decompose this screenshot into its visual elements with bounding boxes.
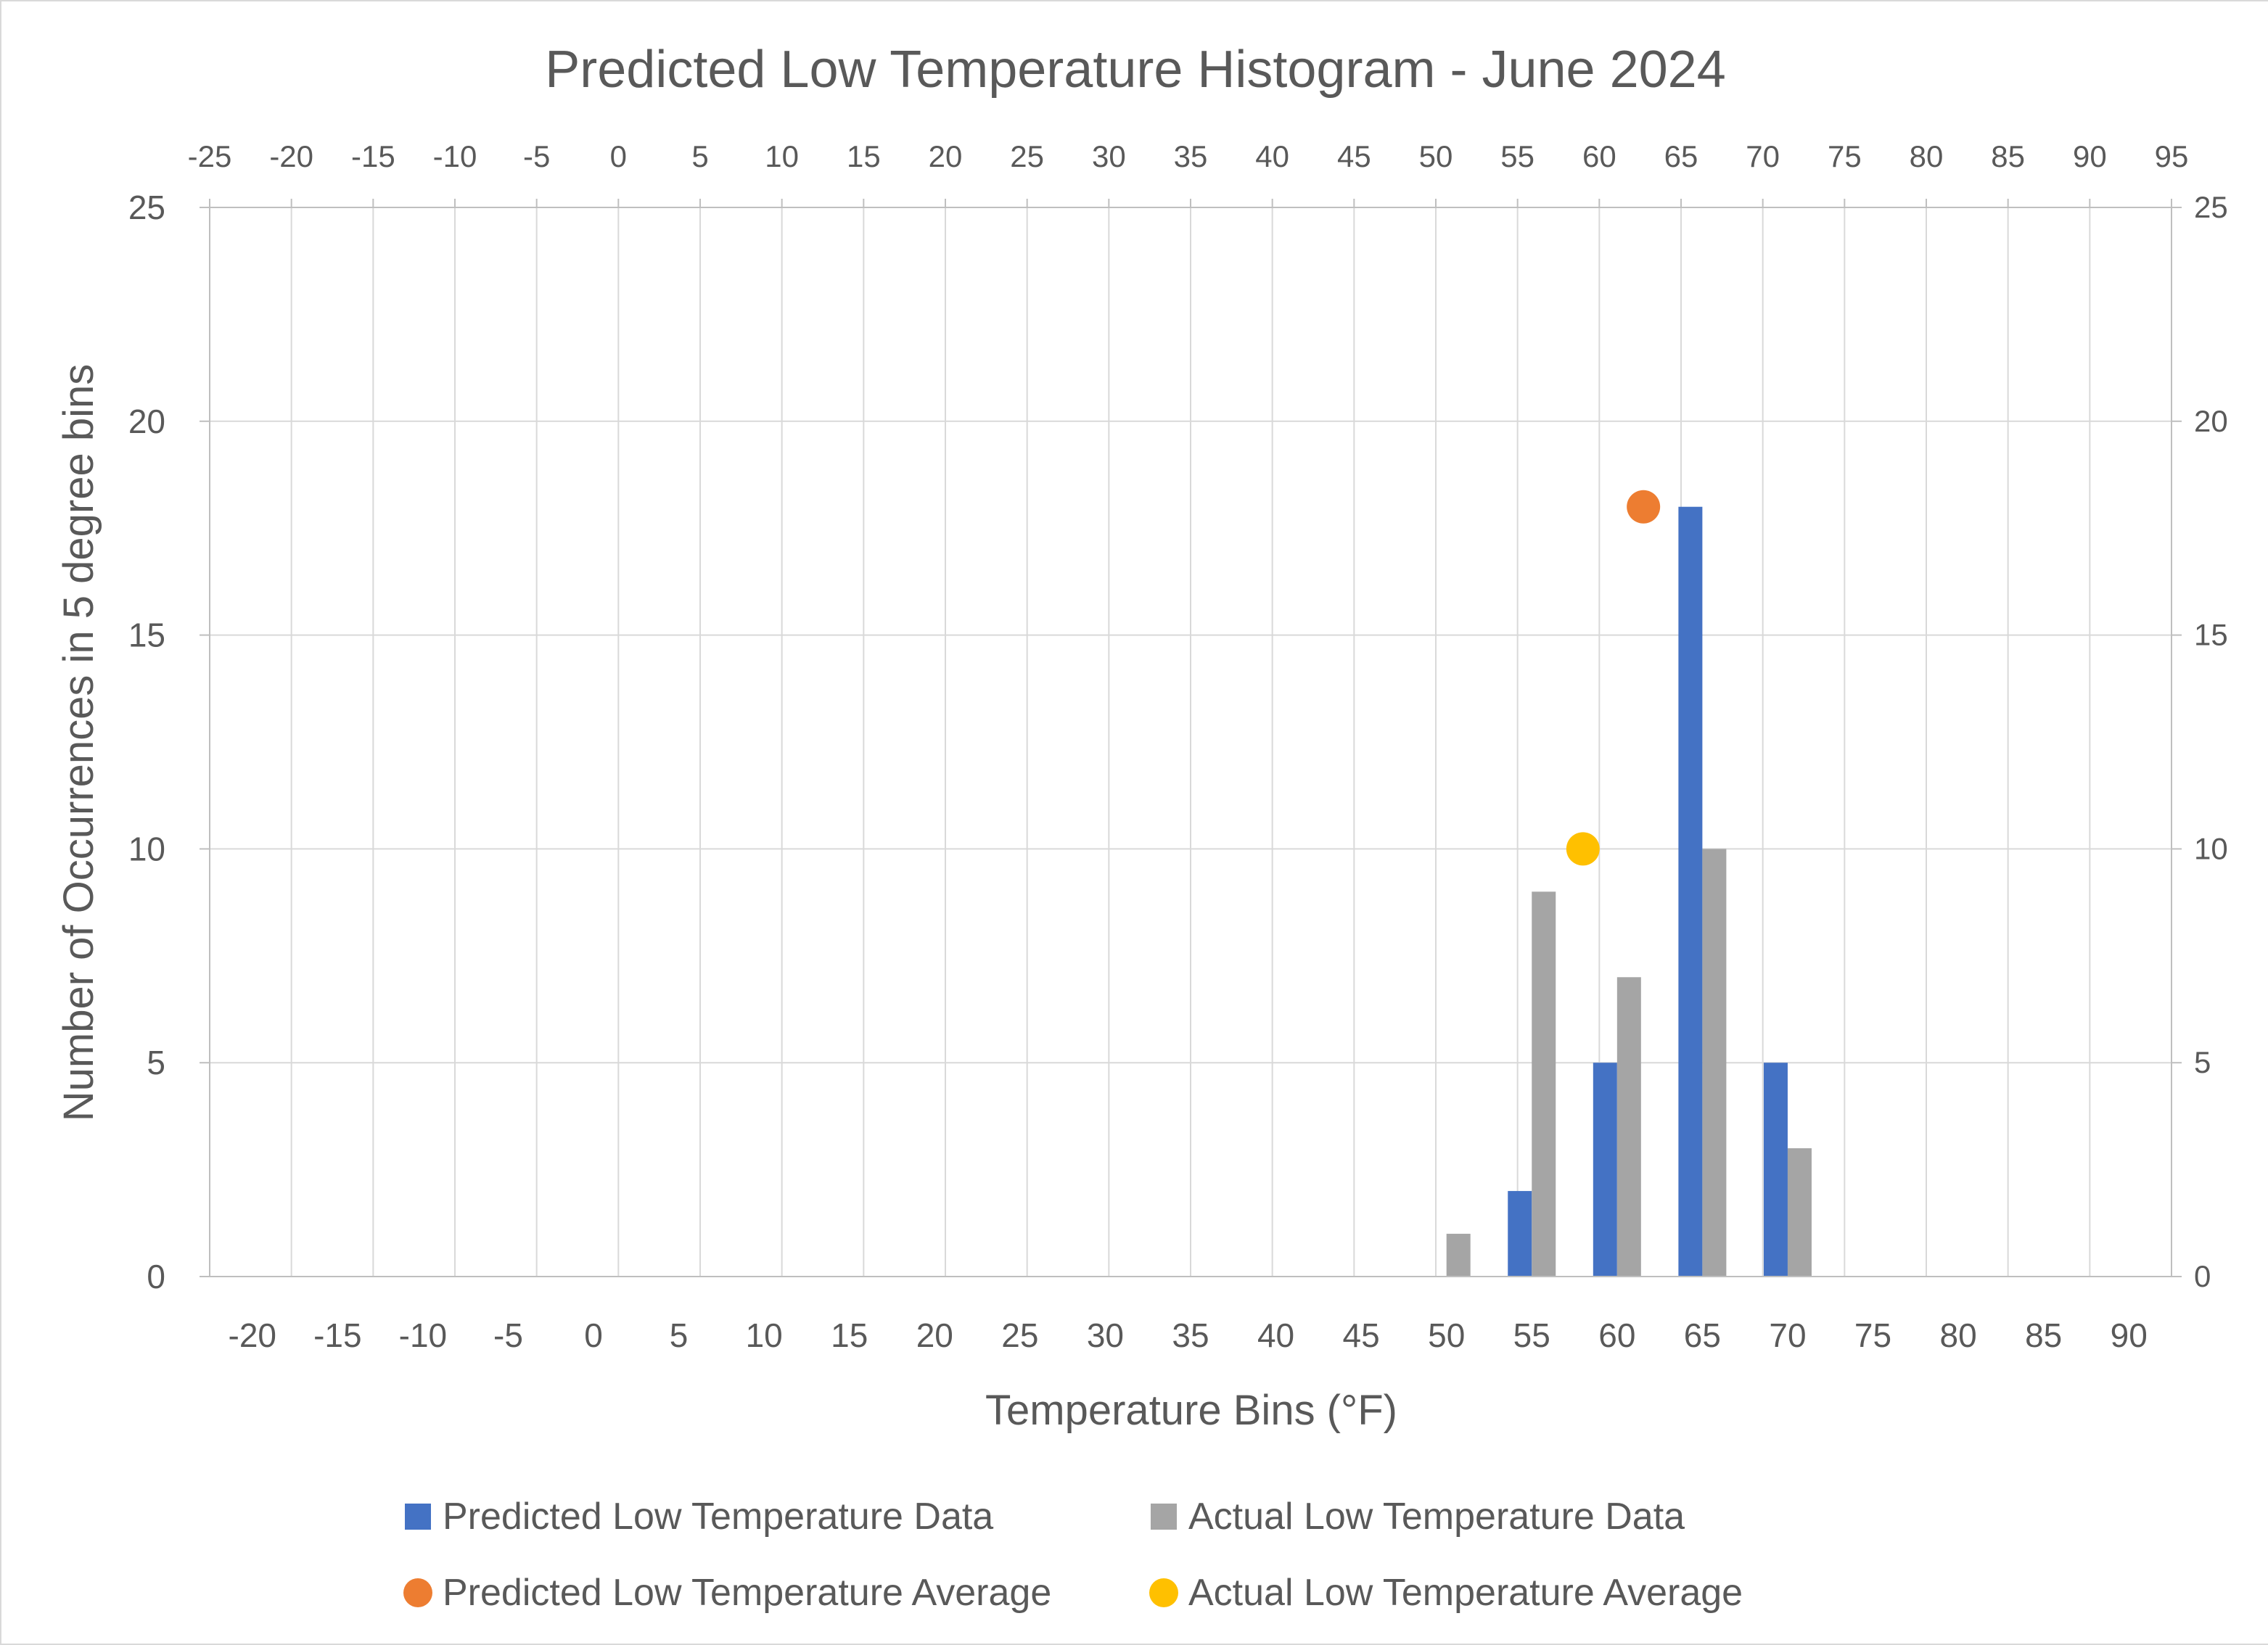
secondary-x-tick-label: 45: [1337, 139, 1371, 173]
secondary-x-tick-label: -15: [351, 139, 395, 173]
bars: [1446, 506, 1812, 1277]
bar-predicted: [1678, 506, 1703, 1277]
secondary-x-tick-label: 85: [1991, 139, 2025, 173]
y-tick-label: 10: [128, 830, 165, 867]
secondary-x-tick-label: 55: [1500, 139, 1534, 173]
x-tick-label: 80: [1940, 1316, 1977, 1354]
bar-predicted: [1508, 1191, 1532, 1277]
legend-swatch: [403, 1578, 432, 1607]
bar-predicted: [1763, 1063, 1788, 1277]
secondary-x-tick-label: -10: [433, 139, 477, 173]
secondary-x-tick-label: -20: [269, 139, 313, 173]
secondary-x-tick-label: 15: [847, 139, 881, 173]
x-tick-label: -20: [229, 1316, 276, 1354]
x-tick-label: 10: [746, 1316, 783, 1354]
secondary-x-tick-label: 5: [691, 139, 708, 173]
secondary-y-tick-label: 0: [2194, 1259, 2211, 1293]
secondary-y-tick-label: 15: [2194, 618, 2228, 652]
secondary-x-tick-label: 25: [1010, 139, 1044, 173]
chart-title: Predicted Low Temperature Histogram - Ju…: [545, 41, 1726, 99]
legend: Predicted Low Temperature Data Actual Low…: [403, 1496, 1743, 1614]
secondary-y-tick-label: 5: [2194, 1045, 2211, 1079]
bar-actual: [1616, 977, 1641, 1277]
x-axis-label: Temperature Bins (°F): [985, 1387, 1397, 1434]
x-tick-label: 60: [1598, 1316, 1635, 1354]
secondary-y-tick-label: 25: [2194, 190, 2228, 224]
actual-average-point: [1566, 832, 1600, 866]
secondary-x-tick-label: 60: [1582, 139, 1616, 173]
bar-actual: [1532, 891, 1556, 1277]
secondary-x-tick-label: -25: [188, 139, 232, 173]
x-tick-label: 20: [916, 1316, 953, 1354]
y-tick-label: 5: [147, 1044, 165, 1081]
axes: 0 5 10 15 20 25 0 5 10 15 20 25 -25 -20 -15 -10 -5 0 5 10 15…: [128, 139, 2228, 1354]
secondary-x-tick-label: 90: [2073, 139, 2107, 173]
legend-label: Predicted Low Temperature Average: [443, 1572, 1051, 1614]
secondary-y-tick-label: 20: [2194, 404, 2228, 438]
legend-swatch: [405, 1504, 431, 1530]
secondary-x-tick-label: 75: [1828, 139, 1862, 173]
secondary-x-tick-label: 80: [1910, 139, 1944, 173]
predicted-average-point: [1627, 490, 1661, 524]
x-tick-label: 5: [670, 1316, 689, 1354]
secondary-x-tick-label: 20: [929, 139, 963, 173]
x-tick-label: 65: [1684, 1316, 1721, 1354]
x-tick-label: -5: [493, 1316, 523, 1354]
y-tick-label: 20: [128, 403, 165, 440]
x-tick-label: 35: [1172, 1316, 1209, 1354]
x-tick-label: -15: [313, 1316, 361, 1354]
y-tick-label: 15: [128, 617, 165, 654]
legend-label: Actual Low Temperature Average: [1188, 1572, 1743, 1614]
x-tick-label: 70: [1769, 1316, 1806, 1354]
secondary-x-tick-label: 10: [765, 139, 799, 173]
x-tick-label: 0: [584, 1316, 603, 1354]
secondary-x-tick-label: 35: [1174, 139, 1208, 173]
secondary-x-tick-label: 95: [2155, 139, 2189, 173]
x-tick-label: 30: [1087, 1316, 1124, 1354]
x-tick-label: 75: [1854, 1316, 1891, 1354]
secondary-x-tick-label: 65: [1664, 139, 1698, 173]
secondary-x-tick-label: -5: [523, 139, 550, 173]
x-tick-label: 45: [1343, 1316, 1380, 1354]
x-tick-label: 40: [1257, 1316, 1294, 1354]
bar-actual: [1787, 1148, 1812, 1277]
x-tick-label: -10: [399, 1316, 447, 1354]
x-tick-label: 50: [1428, 1316, 1465, 1354]
y-axis-label: Number of Occurrences in 5 degree bins: [55, 364, 102, 1122]
x-tick-label: 85: [2025, 1316, 2062, 1354]
bar-actual: [1702, 849, 1727, 1277]
secondary-y-tick-label: 10: [2194, 831, 2228, 865]
gridlines: [209, 207, 2172, 1277]
legend-swatch: [1151, 1504, 1177, 1530]
x-tick-label: 15: [831, 1316, 868, 1354]
secondary-x-tick-label: 70: [1746, 139, 1780, 173]
secondary-x-tick-label: 40: [1255, 139, 1289, 173]
y-tick-label: 0: [147, 1258, 165, 1295]
x-tick-label: 90: [2111, 1316, 2148, 1354]
y-tick-label: 25: [128, 189, 165, 226]
x-tick-label: 25: [1001, 1316, 1038, 1354]
secondary-x-tick-label: 0: [610, 139, 627, 173]
legend-label: Predicted Low Temperature Data: [443, 1496, 993, 1538]
average-points: [1566, 490, 1661, 866]
legend-swatch: [1149, 1578, 1178, 1607]
x-tick-label: 55: [1513, 1316, 1550, 1354]
secondary-x-tick-label: 50: [1419, 139, 1453, 173]
bar-predicted: [1593, 1063, 1617, 1277]
legend-label: Actual Low Temperature Data: [1188, 1496, 1685, 1538]
secondary-x-tick-label: 30: [1092, 139, 1126, 173]
bar-actual: [1446, 1234, 1471, 1277]
